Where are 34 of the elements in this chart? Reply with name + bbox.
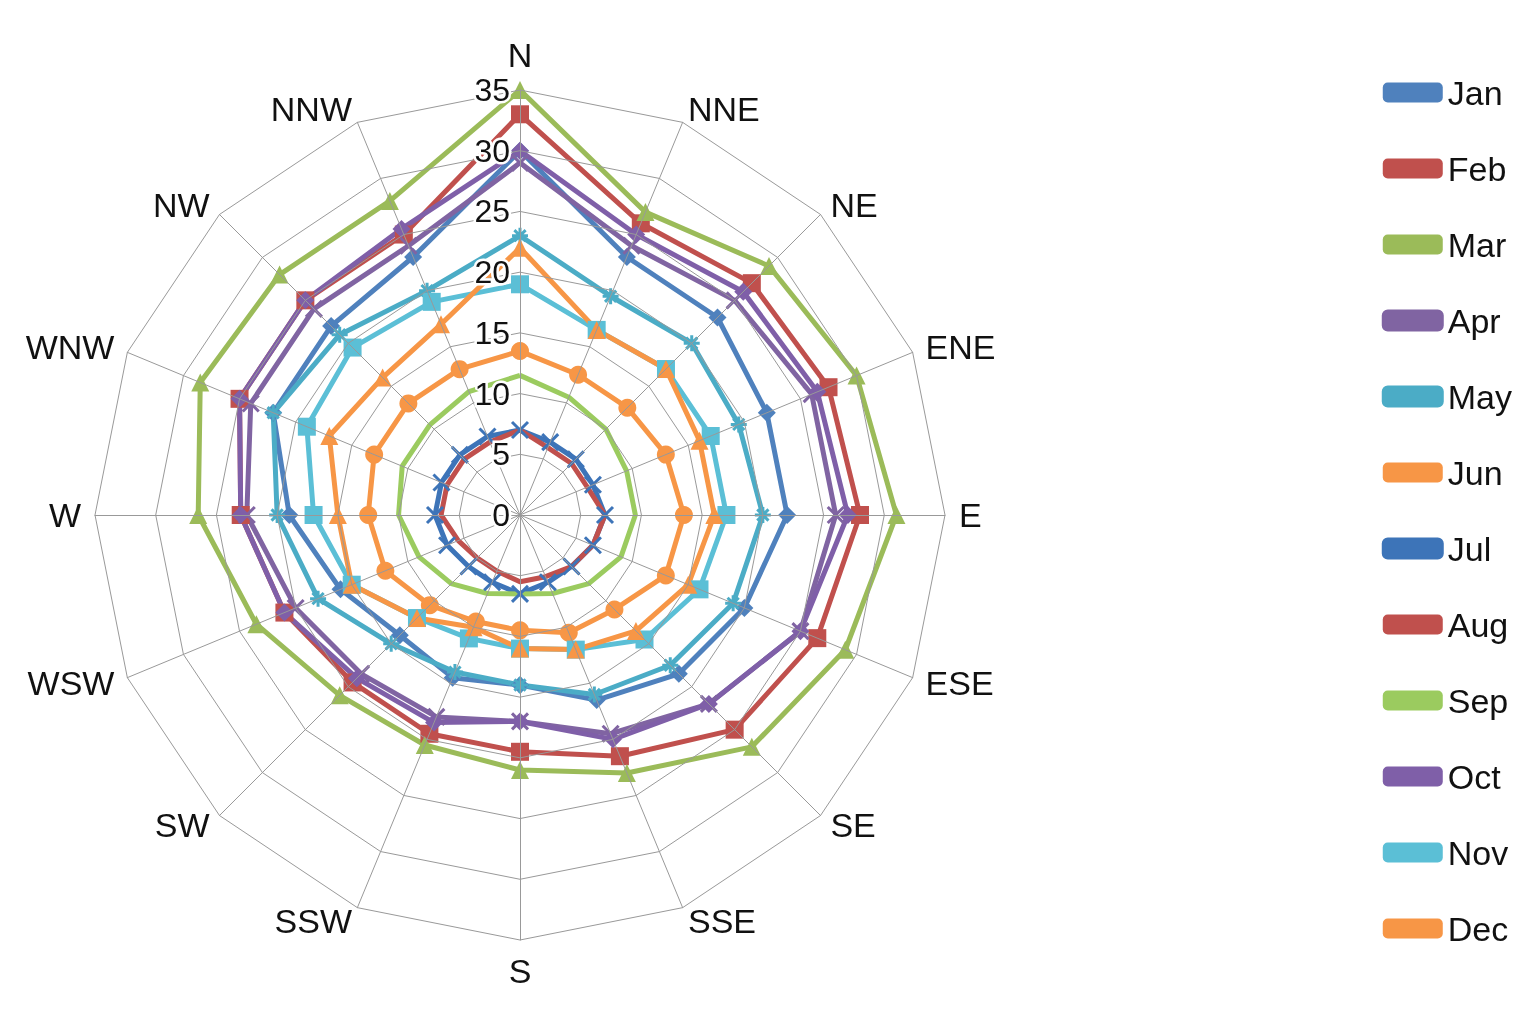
legend-label: Jun — [1447, 453, 1503, 492]
spoke-label: N — [507, 35, 533, 74]
spoke-label: SE — [830, 806, 876, 845]
legend-label: Jan — [1447, 73, 1503, 112]
y-tick-label: 5 — [492, 436, 510, 473]
legend-label: Mar — [1447, 225, 1507, 264]
spoke-label: SSW — [274, 901, 352, 940]
spoke-label: E — [959, 496, 982, 534]
spoke-label: SSE — [688, 901, 757, 940]
y-tick-label: 35 — [474, 72, 510, 108]
spoke-label: NNW — [270, 90, 352, 129]
spoke-label: NNE — [688, 90, 760, 129]
spoke-label: S — [508, 952, 532, 990]
legend-label: Apr — [1447, 301, 1501, 340]
y-tick-label: 15 — [474, 314, 510, 351]
y-tick-label: 10 — [474, 375, 510, 412]
legend-label: Oct — [1447, 757, 1502, 796]
legend-label: May — [1447, 377, 1512, 416]
y-tick-label: 25 — [474, 193, 510, 230]
legend-label: Sep — [1447, 681, 1509, 720]
y-tick-label: 0 — [492, 497, 510, 533]
legend-label: Nov — [1447, 833, 1509, 872]
spoke-label: ENE — [925, 328, 996, 366]
spoke-label: NE — [830, 185, 878, 224]
spoke-label: WSW — [27, 664, 115, 702]
spoke-label: ESE — [925, 664, 994, 702]
spoke-label: W — [48, 496, 81, 534]
legend-label: Dec — [1447, 909, 1509, 948]
legend-label: Jul — [1447, 529, 1492, 568]
spoke-label: SW — [154, 806, 210, 845]
legend-label: Aug — [1447, 605, 1509, 644]
legend-label: Feb — [1447, 149, 1507, 188]
spoke-label: NW — [152, 185, 210, 224]
spoke-label: WNW — [25, 328, 115, 366]
